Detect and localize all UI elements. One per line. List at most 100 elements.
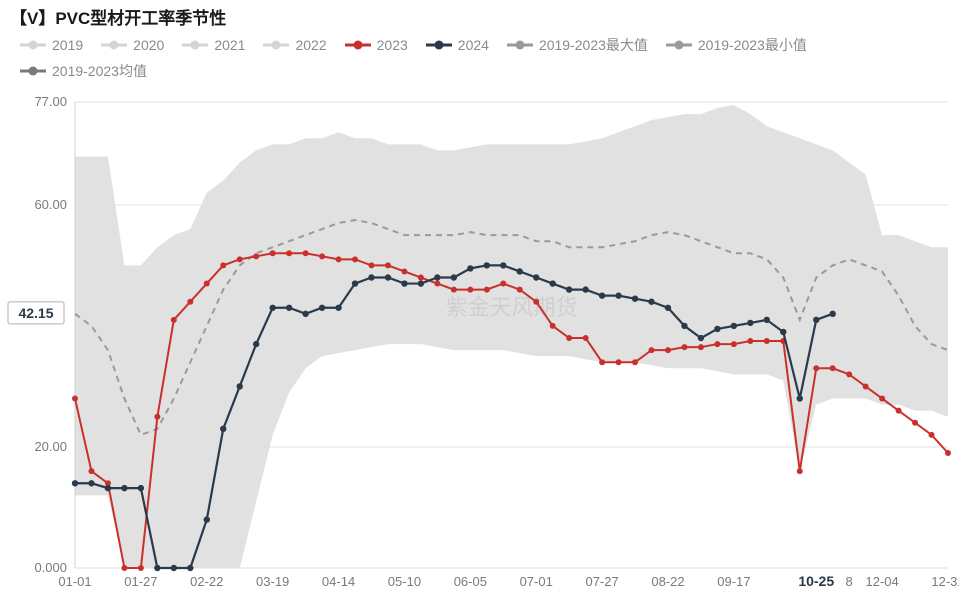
series-2023-point	[187, 299, 193, 305]
x-tick-label: 05-10	[388, 574, 421, 589]
series-2023-point	[121, 565, 127, 571]
series-2023-point	[385, 262, 391, 268]
series-2024-point	[302, 311, 308, 317]
series-2024-point	[549, 280, 555, 286]
series-2024-point	[105, 485, 111, 491]
series-2024-point	[418, 280, 424, 286]
series-2024-point	[582, 286, 588, 292]
series-2023-point	[88, 468, 94, 474]
series-2023-point	[138, 565, 144, 571]
series-2024-point	[698, 335, 704, 341]
series-2023-point	[303, 250, 309, 256]
series-2023-point	[764, 338, 770, 344]
series-2023-point	[171, 317, 177, 323]
series-2023-point	[681, 344, 687, 350]
x-tick-label: 01-01	[58, 574, 91, 589]
series-2024-point	[253, 341, 259, 347]
x-tick-label: 08-22	[651, 574, 684, 589]
series-2023-point	[929, 432, 935, 438]
series-2024-point	[747, 320, 753, 326]
series-2024-point	[484, 262, 490, 268]
series-2023-point	[830, 365, 836, 371]
series-2023-point	[368, 262, 374, 268]
y-tick-label: 77.00	[34, 94, 67, 109]
series-2023-point	[484, 287, 490, 293]
series-2023-point	[72, 396, 78, 402]
series-2024-point	[665, 305, 671, 311]
series-2023-point	[500, 281, 506, 287]
series-2023-point	[863, 383, 869, 389]
series-2023-point	[813, 365, 819, 371]
series-2023-point	[846, 371, 852, 377]
series-2024-point	[829, 311, 835, 317]
series-2024-point	[681, 323, 687, 329]
y-tick-label: 20.00	[34, 439, 67, 454]
series-2023-point	[632, 359, 638, 365]
series-2023-point	[896, 408, 902, 414]
series-2024-point	[368, 274, 374, 280]
series-2024-point	[731, 323, 737, 329]
series-2023-point	[451, 287, 457, 293]
series-2023-point	[154, 414, 160, 420]
series-2024-point	[797, 395, 803, 401]
series-2023-point	[286, 250, 292, 256]
x-tick-label: 04-14	[322, 574, 355, 589]
x-tick-label: 12-04	[865, 574, 898, 589]
y-tick-label: 0.000	[34, 560, 67, 575]
series-2024-point	[599, 292, 605, 298]
series-2024-point	[204, 516, 210, 522]
series-2023-point	[336, 256, 342, 262]
series-2023-point	[533, 299, 539, 305]
series-2023-point	[912, 420, 918, 426]
series-2024-point	[171, 565, 177, 571]
x-tick-label: 10-25	[798, 573, 834, 589]
series-2024-point	[187, 565, 193, 571]
series-2024-point	[154, 565, 160, 571]
series-2024-point	[434, 274, 440, 280]
series-2023-point	[665, 347, 671, 353]
series-2023-point	[418, 275, 424, 281]
series-2023-point	[731, 341, 737, 347]
series-2024-point	[352, 280, 358, 286]
x-tick-label: 07-01	[520, 574, 553, 589]
y-tick-label: 60.00	[34, 197, 67, 212]
series-2024-point	[88, 480, 94, 486]
x-tick-label: 03-19	[256, 574, 289, 589]
series-2024-point	[615, 292, 621, 298]
chart-root: 【V】PVC型材开工率季节性 2019202020212022202320242…	[0, 0, 959, 597]
series-2024-point	[220, 426, 226, 432]
watermark: 紫金天风期货	[445, 295, 577, 320]
series-2023-point	[270, 250, 276, 256]
series-2024-point	[780, 329, 786, 335]
series-2024-point	[121, 485, 127, 491]
series-2023-point	[434, 281, 440, 287]
series-2024-point	[335, 305, 341, 311]
series-2024-point	[286, 305, 292, 311]
y-callout-text: 42.15	[18, 305, 53, 321]
series-2023-point	[747, 338, 753, 344]
series-2023-point	[879, 396, 885, 402]
x-tick-label: 07-27	[585, 574, 618, 589]
series-2024-point	[813, 317, 819, 323]
series-2024-point	[451, 274, 457, 280]
series-2023-point	[401, 268, 407, 274]
series-2023-point	[714, 341, 720, 347]
series-2023-point	[237, 256, 243, 262]
series-2024-point	[500, 262, 506, 268]
series-2023-point	[204, 281, 210, 287]
chart-svg: 0.00020.0060.0077.0001-0101-2702-2203-19…	[0, 0, 959, 597]
x-tick-label: 01-27	[124, 574, 157, 589]
series-2023-point	[253, 253, 259, 259]
x-tick-label: 8	[846, 574, 853, 589]
series-2024-point	[319, 305, 325, 311]
series-2024-point	[533, 274, 539, 280]
x-tick-label: 09-17	[717, 574, 750, 589]
series-2023-point	[566, 335, 572, 341]
series-2024-point	[385, 274, 391, 280]
series-2024-point	[566, 286, 572, 292]
series-2024-point	[648, 299, 654, 305]
series-2023-point	[319, 253, 325, 259]
series-2024-point	[467, 265, 473, 271]
series-2023-point	[220, 262, 226, 268]
series-2023-point	[467, 287, 473, 293]
